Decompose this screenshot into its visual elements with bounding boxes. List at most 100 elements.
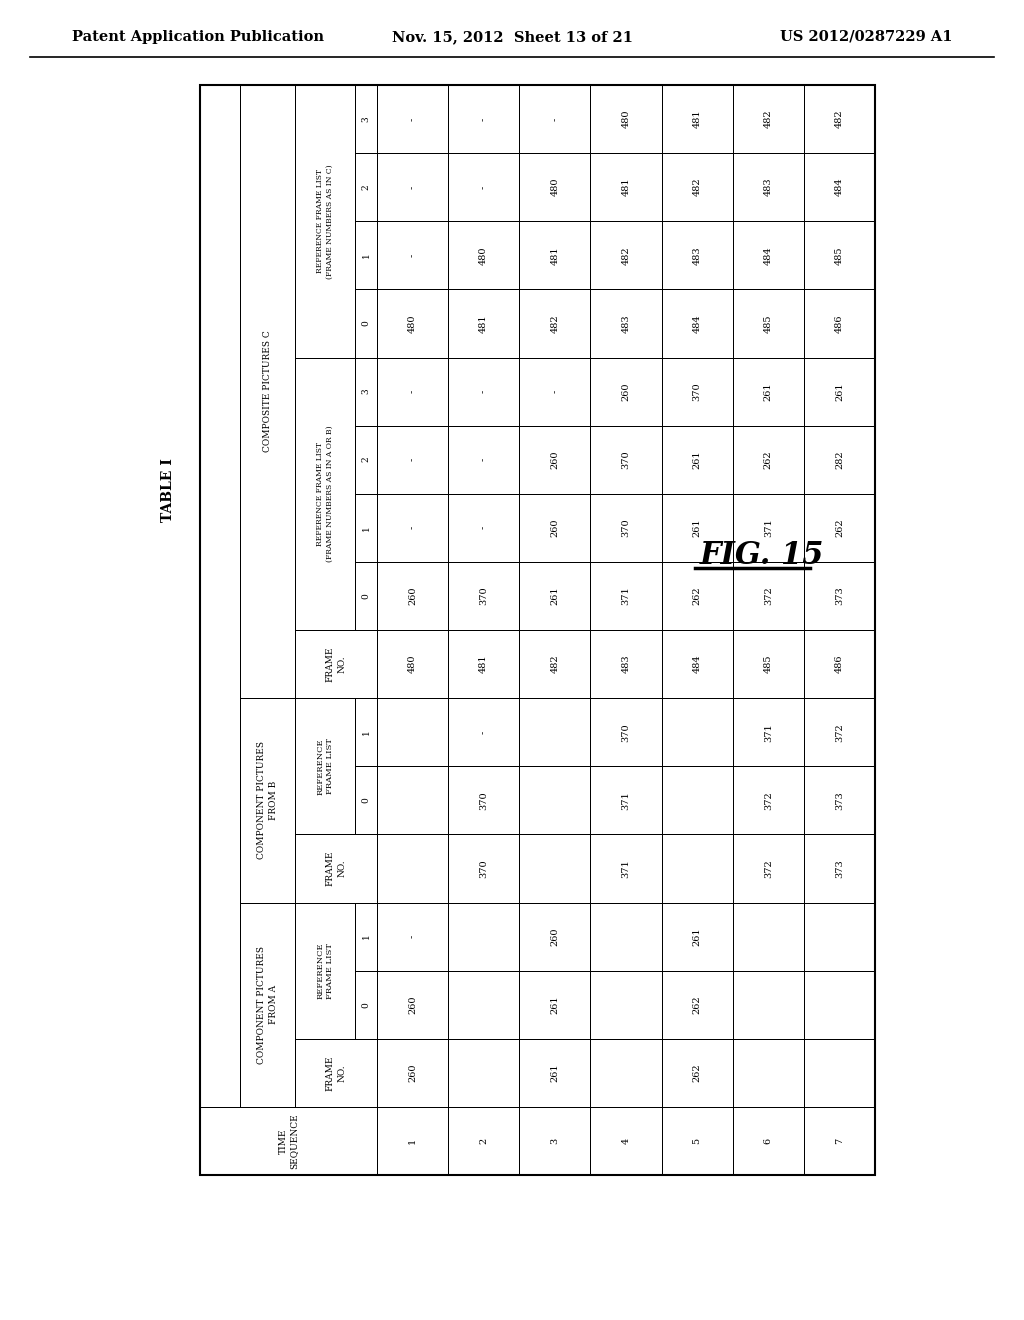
Bar	[377, 1039, 449, 1107]
Bar	[733, 834, 804, 903]
Text: 482: 482	[764, 110, 773, 128]
Bar	[377, 153, 449, 222]
Bar	[662, 766, 733, 834]
Bar	[662, 1107, 733, 1175]
Text: -: -	[409, 253, 417, 257]
Text: 260: 260	[409, 586, 417, 605]
Bar	[449, 970, 519, 1039]
Text: 485: 485	[764, 314, 773, 333]
Text: 2: 2	[479, 1138, 488, 1144]
Text: 480: 480	[409, 314, 417, 333]
Bar	[355, 766, 377, 834]
Bar	[804, 222, 874, 289]
Text: 1: 1	[361, 933, 371, 940]
Bar	[804, 153, 874, 222]
Text: 7: 7	[835, 1138, 844, 1144]
Text: 260: 260	[550, 450, 559, 469]
Bar	[591, 834, 662, 903]
Bar	[449, 289, 519, 358]
Text: 260: 260	[550, 928, 559, 946]
Bar	[591, 1107, 662, 1175]
Bar	[355, 289, 377, 358]
Bar	[733, 289, 804, 358]
Bar	[591, 903, 662, 970]
Bar	[591, 970, 662, 1039]
Text: FRAME
NO.: FRAME NO.	[326, 647, 346, 682]
Bar	[733, 358, 804, 425]
Bar	[519, 1107, 591, 1175]
Bar	[377, 766, 449, 834]
Text: 372: 372	[764, 791, 773, 809]
Text: 262: 262	[692, 1064, 701, 1082]
Bar	[662, 970, 733, 1039]
Bar	[200, 1107, 377, 1175]
Bar	[449, 630, 519, 698]
Text: 261: 261	[835, 383, 844, 401]
Text: -: -	[550, 117, 559, 120]
Text: 481: 481	[479, 655, 488, 673]
Bar	[449, 562, 519, 630]
Bar	[591, 562, 662, 630]
Bar	[662, 84, 733, 153]
Text: 484: 484	[835, 178, 844, 197]
Text: 261: 261	[692, 519, 701, 537]
Bar	[295, 358, 355, 630]
Bar	[355, 425, 377, 494]
Text: 371: 371	[622, 791, 631, 809]
Text: 5: 5	[692, 1138, 701, 1144]
Bar	[519, 84, 591, 153]
Text: REFERENCE FRAME LIST
(FRAME NUMBERS AS IN C): REFERENCE FRAME LIST (FRAME NUMBERS AS I…	[316, 164, 334, 279]
Bar	[591, 153, 662, 222]
Text: -: -	[409, 389, 417, 393]
Text: 480: 480	[550, 178, 559, 197]
Bar	[662, 630, 733, 698]
Text: 261: 261	[550, 586, 559, 606]
Text: -: -	[479, 117, 488, 120]
Text: -: -	[479, 527, 488, 529]
Bar	[662, 494, 733, 562]
Text: 486: 486	[835, 314, 844, 333]
Text: 482: 482	[692, 178, 701, 197]
Bar	[591, 766, 662, 834]
Text: 371: 371	[622, 586, 631, 606]
Text: 371: 371	[764, 723, 773, 742]
Text: COMPONENT PICTURES
FROM B: COMPONENT PICTURES FROM B	[257, 742, 278, 859]
Bar	[804, 494, 874, 562]
Text: 480: 480	[479, 246, 488, 264]
Text: 372: 372	[764, 586, 773, 606]
Text: -: -	[409, 935, 417, 939]
Bar	[733, 903, 804, 970]
Text: 2: 2	[361, 457, 371, 462]
Bar	[591, 425, 662, 494]
Bar	[377, 222, 449, 289]
Text: -: -	[409, 117, 417, 120]
Bar	[591, 289, 662, 358]
Text: 262: 262	[692, 586, 701, 606]
Bar	[804, 1039, 874, 1107]
Text: 261: 261	[692, 450, 701, 469]
Bar	[295, 903, 355, 1039]
Bar	[662, 289, 733, 358]
Bar	[519, 153, 591, 222]
Bar	[449, 834, 519, 903]
Text: 486: 486	[835, 655, 844, 673]
Bar	[377, 834, 449, 903]
Text: 370: 370	[479, 586, 488, 606]
Text: 261: 261	[550, 1064, 559, 1082]
Text: 482: 482	[550, 314, 559, 333]
Text: 262: 262	[692, 995, 701, 1014]
Text: 3: 3	[361, 389, 371, 395]
Bar	[733, 1107, 804, 1175]
Bar	[377, 84, 449, 153]
Text: 482: 482	[835, 110, 844, 128]
Bar	[295, 630, 377, 698]
Bar	[804, 562, 874, 630]
Text: 261: 261	[692, 927, 701, 946]
Bar	[804, 630, 874, 698]
Text: US 2012/0287229 A1: US 2012/0287229 A1	[779, 30, 952, 44]
Text: 1: 1	[361, 730, 371, 735]
Text: 483: 483	[764, 178, 773, 197]
Bar	[662, 903, 733, 970]
Bar	[804, 84, 874, 153]
Bar	[804, 903, 874, 970]
